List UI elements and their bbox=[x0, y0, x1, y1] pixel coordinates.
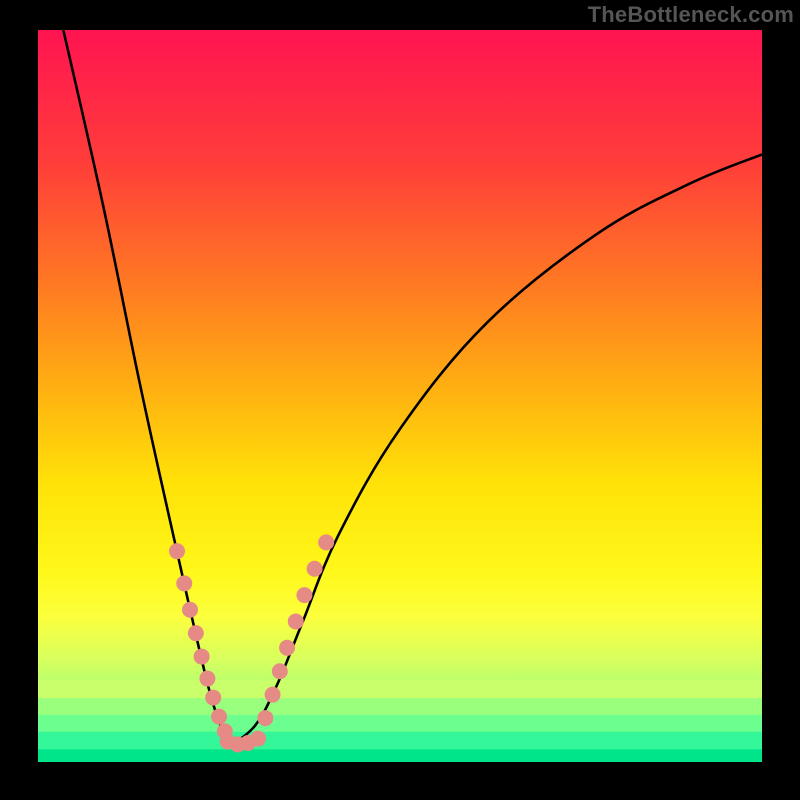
chart-stage: TheBottleneck.com bbox=[0, 0, 800, 800]
marker-dot bbox=[279, 640, 295, 656]
gradient-bg bbox=[38, 30, 762, 762]
marker-dot bbox=[199, 671, 215, 687]
marker-dot bbox=[169, 543, 185, 559]
marker-dot bbox=[257, 710, 273, 726]
marker-dot bbox=[176, 575, 192, 591]
chart-svg bbox=[0, 0, 800, 800]
marker-dot bbox=[194, 649, 210, 665]
marker-dot bbox=[265, 687, 281, 703]
marker-dot bbox=[182, 602, 198, 618]
marker-dot bbox=[318, 534, 334, 550]
marker-dot bbox=[250, 731, 266, 747]
marker-dot bbox=[288, 613, 304, 629]
marker-dot bbox=[296, 587, 312, 603]
marker-dot bbox=[272, 663, 288, 679]
marker-dot bbox=[188, 625, 204, 641]
plot-area bbox=[38, 30, 762, 763]
marker-dot bbox=[211, 709, 227, 725]
marker-dot bbox=[307, 561, 323, 577]
bottom-bands bbox=[38, 680, 762, 762]
marker-dot bbox=[205, 690, 221, 706]
